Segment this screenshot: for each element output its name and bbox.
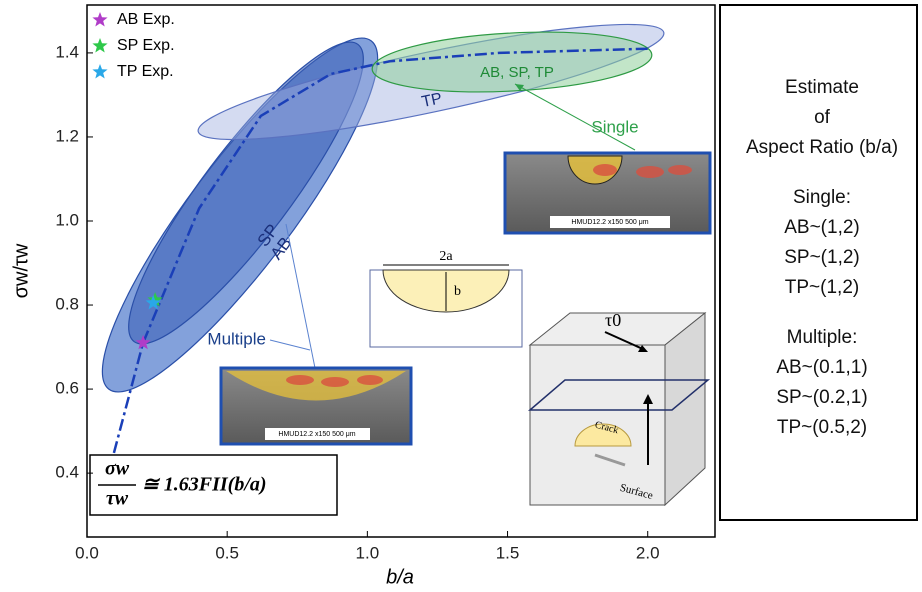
crack-diagram: 2a b xyxy=(369,249,523,348)
side-panel-text: of xyxy=(814,107,831,128)
eq-rhs: ≅ 1.63FII(b/a) xyxy=(142,474,267,496)
y-tick-label: 0.6 xyxy=(55,379,79,398)
arrow xyxy=(285,223,316,369)
annotation: b xyxy=(454,284,461,299)
side-panel-text: TP~(0.5,2) xyxy=(777,417,867,438)
y-tick-label: 1.0 xyxy=(55,210,79,229)
scale-bar: HMUD12.2 x150 500 μm xyxy=(278,431,355,438)
annotation: Multiple xyxy=(207,329,266,348)
side-panel-text: TP~(1,2) xyxy=(785,277,859,298)
side-panel-text: Single: xyxy=(793,187,851,208)
eq-numerator: σw xyxy=(105,458,130,480)
single-region xyxy=(371,31,653,93)
equation: σw τw ≅ 1.63FII(b/a) xyxy=(89,454,338,516)
x-tick-label: 0.0 xyxy=(75,543,99,562)
data-point xyxy=(145,294,161,310)
scale-bar: HMUD12.2 x150 500 μm xyxy=(571,219,648,226)
inset-single: HMUD12.2 x150 500 μm xyxy=(503,151,712,235)
side-panel xyxy=(719,4,918,521)
x-tick-label: 1.5 xyxy=(496,543,520,562)
side-panel-text: Estimate xyxy=(785,77,859,98)
x-tick-label: 2.0 xyxy=(636,543,660,562)
legend-marker xyxy=(92,38,108,53)
y-tick-label: 1.4 xyxy=(55,42,79,61)
legend-label: AB Exp. xyxy=(117,11,175,28)
side-panel-text: AB~(1,2) xyxy=(784,217,860,238)
annotation: Single xyxy=(591,117,638,136)
x-tick-label: 1.0 xyxy=(356,543,380,562)
arrow xyxy=(269,339,311,351)
data-point xyxy=(147,292,163,307)
side-panel-text: SP~(0.2,1) xyxy=(776,387,867,408)
legend-label: SP Exp. xyxy=(117,37,175,54)
annotation: AB, SP, TP xyxy=(480,64,554,81)
sp-region xyxy=(128,41,364,345)
side-panel-text: AB~(0.1,1) xyxy=(776,357,867,378)
legend-label: TP Exp. xyxy=(117,63,174,80)
plot: 0.0 0.5 1.0 1.5 2.0 0.4 0.6 0.8 1.0 1.2 1.4 AB Exp.… xyxy=(55,11,659,562)
cube-diagram: τ0 Crack Surface xyxy=(527,310,711,507)
annotation: 2a xyxy=(439,249,453,264)
arrow-head xyxy=(515,84,524,91)
x-tick-label: 0.5 xyxy=(215,543,239,562)
inset-multiple: HMUD12.2 x150 500 μm xyxy=(219,366,413,446)
y-axis-label: σw/τw xyxy=(10,243,32,298)
x-axis-label: b/a xyxy=(386,566,414,588)
y-tick-label: 0.8 xyxy=(55,295,79,314)
data-point xyxy=(135,334,151,350)
annotation: TP xyxy=(420,90,444,111)
plot-frame xyxy=(86,4,716,538)
side-panel-text: Aspect Ratio (b/a) xyxy=(746,137,898,158)
y-tick-label: 1.2 xyxy=(55,126,79,145)
y-tick-label: 0.4 xyxy=(55,463,79,482)
arrow xyxy=(514,83,636,151)
side-panel-text: Multiple: xyxy=(787,327,858,348)
legend-marker xyxy=(92,64,108,79)
side-panel-text: SP~(1,2) xyxy=(784,247,860,268)
annotation: τ0 xyxy=(605,310,621,330)
fit-curve xyxy=(112,47,648,454)
legend-marker xyxy=(92,12,108,27)
eq-denominator: τw xyxy=(106,488,129,510)
